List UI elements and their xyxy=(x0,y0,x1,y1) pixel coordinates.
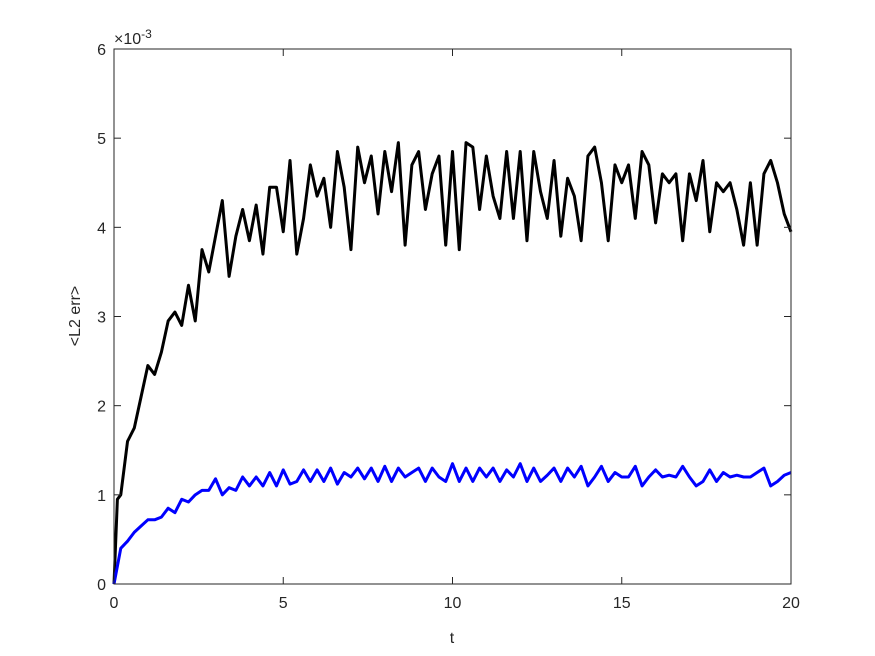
x-axis-label: t xyxy=(450,630,455,647)
data-line xyxy=(112,141,793,585)
x-tick-label: 0 xyxy=(110,595,119,612)
y-tick-label: 3 xyxy=(97,310,106,327)
x-tick-label: 20 xyxy=(782,595,800,612)
y-tick-label: 1 xyxy=(97,488,106,505)
y-axis-label: <L2 err> xyxy=(67,286,84,346)
x-tick-label: 10 xyxy=(444,595,462,612)
y-tick-label: 2 xyxy=(97,399,106,416)
x-tick-label: 5 xyxy=(279,595,288,612)
y-exponent-power: -3 xyxy=(141,27,152,41)
y-multiplier: ×10 xyxy=(114,31,141,48)
y-tick-label: 4 xyxy=(97,220,106,237)
y-tick-label: 5 xyxy=(97,131,106,148)
x-tick-label: 15 xyxy=(613,595,631,612)
plot-area xyxy=(114,49,791,584)
y-tick-label: 6 xyxy=(97,42,106,59)
data-line xyxy=(112,462,792,585)
y-tick-label: 0 xyxy=(97,577,106,594)
y-exponent: ×10-3 xyxy=(114,27,152,48)
